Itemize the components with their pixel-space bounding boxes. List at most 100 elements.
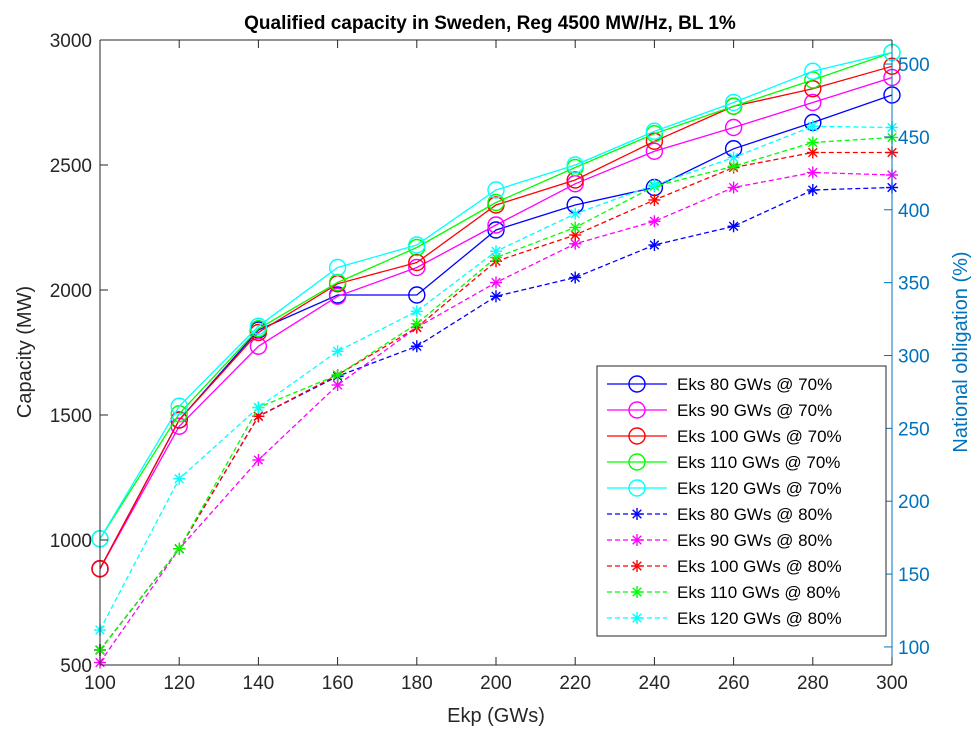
legend-label: Eks 120 GWs @ 80% <box>677 609 842 628</box>
y-tick-label: 1000 <box>50 531 92 552</box>
x-tick-label: 200 <box>480 673 512 694</box>
legend-marker <box>628 453 646 471</box>
legend-label: Eks 80 GWs @ 80% <box>677 505 832 524</box>
data-point <box>806 184 819 196</box>
marker-stroke <box>649 240 660 250</box>
marker-stroke <box>412 306 422 317</box>
marker-stroke <box>570 272 580 283</box>
x-tick-label: 240 <box>639 673 671 694</box>
legend-label: Eks 90 GWs @ 80% <box>677 531 832 550</box>
data-point <box>648 194 661 206</box>
ticks-layer: 100 120 140 160 180 200 220 240 260 280 300 500 1000… <box>50 31 930 694</box>
marker-stroke <box>808 167 818 178</box>
series-line <box>99 65 893 570</box>
data-point <box>648 215 661 228</box>
legend-marker <box>631 560 643 572</box>
legend-label: Eks 110 GWs @ 80% <box>677 583 840 602</box>
legend-marker <box>631 508 643 520</box>
series-line <box>99 76 893 570</box>
x-tick-label: 180 <box>401 673 433 694</box>
data-point <box>724 97 743 115</box>
y-right-tick-label: 450 <box>898 128 930 149</box>
legend-item: Eks 100 GWs @ 70% <box>607 427 842 446</box>
marker-stroke <box>491 277 501 288</box>
data-point <box>487 216 505 234</box>
marker-stroke <box>649 180 660 190</box>
legend-item: Eks 90 GWs @ 80% <box>607 531 832 550</box>
data-point <box>804 62 822 80</box>
y-axis-right-title: National obligation (%) <box>950 251 972 452</box>
y-tick-label: 3000 <box>50 31 92 52</box>
data-point <box>806 136 819 149</box>
y-axis-title: Capacity (MW) <box>14 286 36 418</box>
y-right-tick-label: 250 <box>898 419 930 440</box>
data-point <box>727 181 740 194</box>
marker-stroke <box>728 161 739 172</box>
marker-stroke <box>649 216 660 227</box>
x-tick-label: 260 <box>718 673 750 694</box>
marker-stroke <box>570 222 580 233</box>
data-point <box>410 317 423 330</box>
data-point <box>487 193 505 212</box>
data-point <box>645 122 664 140</box>
x-tick-label: 120 <box>163 673 195 694</box>
legend-item: Eks 90 GWs @ 70% <box>607 401 832 420</box>
marker-stroke <box>570 208 580 219</box>
data-point <box>408 236 426 254</box>
y-right-tick-label: 500 <box>898 55 930 76</box>
legend-item: Eks 100 GWs @ 80% <box>607 557 842 576</box>
data-point <box>566 156 584 174</box>
legend-item: Eks 120 GWs @ 80% <box>607 609 842 628</box>
x-tick-label: 100 <box>84 673 116 694</box>
data-point <box>648 179 661 191</box>
data-point <box>804 93 822 112</box>
y-right-tick-label: 200 <box>898 492 930 513</box>
legend-item: Eks 110 GWs @ 70% <box>607 453 840 472</box>
legend-marker <box>631 534 643 546</box>
x-tick-label: 300 <box>876 673 908 694</box>
data-point <box>569 221 582 234</box>
marker-stroke <box>632 587 642 597</box>
data-point <box>490 245 502 258</box>
data-point <box>804 71 822 89</box>
data-point <box>645 142 664 160</box>
marker-stroke <box>332 380 343 390</box>
data-point <box>173 542 186 555</box>
x-tick-label: 220 <box>559 673 591 694</box>
marker-stroke <box>253 411 264 422</box>
y-right-tick-label: 300 <box>898 346 930 367</box>
marker-stroke <box>491 246 501 257</box>
y-right-tick-label: 100 <box>898 638 930 659</box>
data-point <box>724 93 743 112</box>
y-right-tick-label: 350 <box>898 274 930 295</box>
data-point <box>328 258 347 277</box>
x-tick-label: 140 <box>243 673 275 694</box>
marker-stroke <box>332 370 343 380</box>
data-point <box>490 276 502 289</box>
data-point <box>249 317 268 335</box>
data-point <box>727 220 740 233</box>
x-axis-title: Ekp (GWs) <box>447 705 545 727</box>
data-point <box>410 340 423 353</box>
chart-title: Qualified capacity in Sweden, Reg 4500 M… <box>244 13 736 34</box>
legend-marker <box>628 401 646 419</box>
marker-stroke <box>412 318 422 329</box>
data-point <box>648 239 661 251</box>
marker-stroke <box>808 137 818 148</box>
y-right-tick-label: 150 <box>898 565 930 586</box>
legend-marker <box>631 586 643 598</box>
data-point <box>566 171 584 189</box>
legend-item: Eks 110 GWs @ 80% <box>607 583 840 602</box>
marker-stroke <box>332 346 343 357</box>
y-right-tick-label: 400 <box>898 201 930 222</box>
data-point <box>331 345 344 358</box>
y-tick-label: 500 <box>60 656 92 677</box>
legend-label: Eks 110 GWs @ 70% <box>677 453 840 472</box>
data-point <box>408 286 426 304</box>
marker-stroke <box>808 185 818 195</box>
marker-stroke <box>632 535 642 545</box>
data-point <box>569 207 582 220</box>
data-point <box>806 166 819 179</box>
data-point <box>806 120 819 133</box>
